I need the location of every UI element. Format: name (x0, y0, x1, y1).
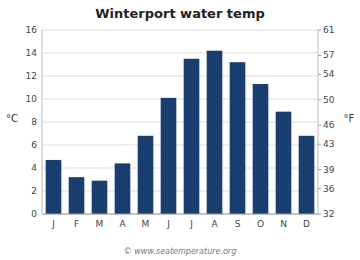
x-tick-label: D (303, 219, 310, 229)
y2-tick-label: 32 (323, 209, 334, 219)
y2-tick-label: 39 (323, 165, 335, 175)
title: Winterport water temp (95, 6, 265, 21)
x-tick-label: F (74, 219, 79, 229)
chart: Winterport water temp0246810121416323639… (0, 0, 360, 260)
x-tick-label: A (119, 219, 126, 229)
x-tick-label: O (257, 219, 264, 229)
bars (46, 51, 315, 214)
x-tick-label: J (51, 219, 55, 229)
y-tick-label: 12 (26, 71, 37, 81)
y-tick-label: 14 (26, 48, 38, 58)
y2-axis-line (318, 30, 319, 214)
y2-tick-label: 43 (323, 139, 334, 149)
grid (42, 30, 318, 214)
y2-tick-label: 54 (323, 69, 335, 79)
y2-tick-label: 50 (323, 95, 335, 105)
x-tick-label: J (166, 219, 170, 229)
bar (92, 181, 108, 214)
y2-axis-label: °F (344, 113, 355, 124)
grid-line (42, 53, 318, 54)
x-tick-label: N (280, 219, 287, 229)
bar (253, 84, 269, 214)
y-axis-label: °C (6, 113, 18, 124)
y-tick-label: 0 (31, 209, 37, 219)
y-tick-label: 10 (26, 94, 38, 104)
y-tick-label: 16 (26, 25, 38, 35)
watermark: © www.seatemperature.org (124, 247, 236, 256)
x-axis-line (42, 214, 318, 215)
y2-tick-label: 61 (323, 25, 334, 35)
y2-tick-label: 36 (323, 184, 335, 194)
bar (299, 136, 315, 214)
x-tick-label: M (142, 219, 150, 229)
y-tick-label: 6 (31, 140, 37, 150)
grid-line (42, 99, 318, 100)
bar (138, 136, 154, 214)
bar (207, 51, 223, 214)
y2-tick-label: 57 (323, 50, 334, 60)
bar (161, 98, 177, 214)
grid-line (42, 214, 318, 215)
y-tick-label: 2 (31, 186, 37, 196)
bar (46, 160, 62, 214)
grid-line (42, 76, 318, 77)
y-axis-line (42, 30, 43, 214)
x-tick-label: S (235, 219, 241, 229)
x-tick-label: A (211, 219, 218, 229)
y-tick-label: 4 (31, 163, 37, 173)
bar (115, 163, 131, 214)
x-tick-label: M (96, 219, 104, 229)
y2-tick-label: 46 (323, 120, 335, 130)
y-tick-label: 8 (31, 117, 37, 127)
grid-line (42, 30, 318, 31)
bar (69, 177, 85, 214)
bar (230, 62, 246, 214)
bar (276, 112, 292, 214)
bar (184, 59, 200, 214)
x-tick-label: J (189, 219, 193, 229)
